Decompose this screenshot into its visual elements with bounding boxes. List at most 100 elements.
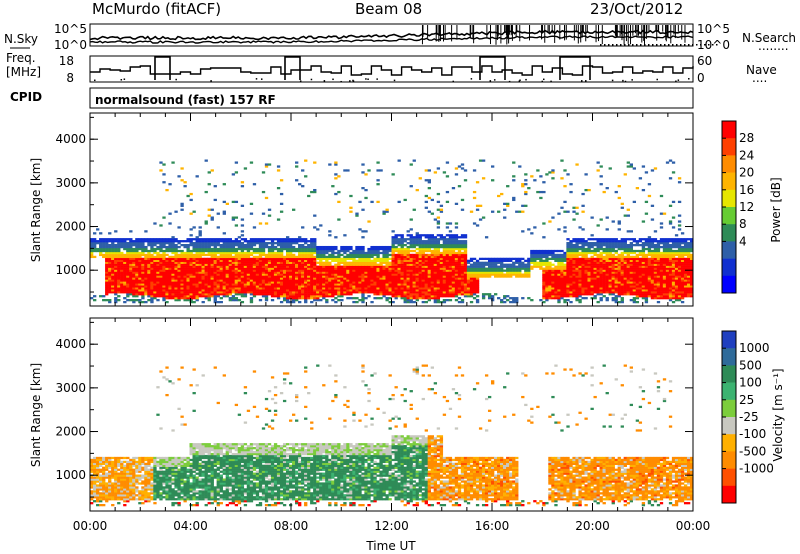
heat-cell xyxy=(252,275,257,278)
heat-cell xyxy=(436,247,441,251)
heat-cell xyxy=(400,277,404,280)
heat-cell xyxy=(180,255,184,259)
heat-cell xyxy=(352,279,356,282)
heat-cell xyxy=(132,300,136,304)
heat-cell xyxy=(162,285,166,288)
heat-cell xyxy=(605,279,609,282)
heat-cell xyxy=(310,261,314,264)
heat-cell xyxy=(367,169,371,172)
heat-cell xyxy=(213,281,217,284)
heat-cell xyxy=(192,271,196,274)
heat-cell xyxy=(509,263,513,266)
heat-cell xyxy=(355,277,359,280)
heat-cell xyxy=(222,259,226,262)
heat-cell xyxy=(400,271,404,274)
heat-cell xyxy=(219,291,223,294)
heat-cell xyxy=(219,273,223,276)
heat-cell xyxy=(310,267,314,270)
heat-cell xyxy=(186,257,190,261)
heat-cell xyxy=(298,289,302,292)
heat-cell xyxy=(400,289,404,292)
heat-cell xyxy=(249,283,254,286)
heat-cell xyxy=(189,281,193,284)
heat-cell xyxy=(219,283,223,286)
heat-cell xyxy=(400,247,404,251)
heat-cell xyxy=(457,277,462,280)
heat-cell xyxy=(445,161,450,164)
heat-cell xyxy=(406,295,410,298)
heat-cell xyxy=(376,269,380,272)
heat-cell xyxy=(153,283,157,286)
heat-cell xyxy=(406,281,410,284)
heat-cell xyxy=(355,291,359,294)
heat-cell xyxy=(409,245,413,249)
heat-cell xyxy=(421,259,425,262)
heat-cell xyxy=(340,257,344,261)
heat-cell xyxy=(135,255,139,259)
heat-cell xyxy=(123,269,127,272)
heat-cell xyxy=(325,267,329,270)
heat-cell xyxy=(192,291,196,294)
heat-cell xyxy=(216,295,220,298)
heat-cell xyxy=(258,293,263,296)
heat-cell xyxy=(258,285,263,288)
heat-cell xyxy=(216,259,220,262)
heat-cell xyxy=(313,247,317,251)
heat-cell xyxy=(132,240,136,243)
heat-cell xyxy=(451,283,456,286)
noise-left-label: N.Sky xyxy=(4,32,38,46)
heat-cell xyxy=(376,249,380,253)
heat-cell xyxy=(397,271,401,274)
heat-cell xyxy=(460,244,465,247)
heat-cell xyxy=(298,261,302,264)
heat-cell xyxy=(310,263,314,266)
heat-cell xyxy=(301,291,305,294)
heat-cell xyxy=(168,293,172,296)
heat-cell xyxy=(165,275,169,278)
heat-cell xyxy=(231,271,236,274)
heat-cell xyxy=(409,249,413,253)
heat-cell xyxy=(530,251,534,255)
heat-cell xyxy=(249,242,254,245)
heat-cell xyxy=(279,293,284,296)
heat-cell xyxy=(340,275,344,278)
heat-cell xyxy=(596,255,600,259)
heat-cell xyxy=(207,208,211,211)
heat-cell xyxy=(439,265,444,268)
heat-cell xyxy=(255,238,260,241)
heat-cell xyxy=(400,255,404,259)
heat-cell xyxy=(183,240,187,243)
heat-cell xyxy=(542,263,546,266)
heat-cell xyxy=(475,224,480,227)
heat-cell xyxy=(539,299,543,302)
nave-dot xyxy=(260,78,263,80)
heat-cell xyxy=(430,261,434,264)
heat-cell xyxy=(222,257,226,261)
heat-cell xyxy=(463,249,468,253)
heat-cell xyxy=(442,299,447,302)
heat-cell xyxy=(234,269,239,272)
heat-cell xyxy=(415,281,419,284)
heat-cell xyxy=(165,238,169,241)
heat-cell xyxy=(285,271,290,274)
heat-cell xyxy=(279,261,284,264)
heat-cell xyxy=(219,257,223,261)
heat-cell xyxy=(566,251,570,255)
heat-cell xyxy=(593,238,597,241)
heat-cell xyxy=(255,261,260,264)
heat-cell xyxy=(566,293,570,296)
heat-cell xyxy=(195,273,199,276)
heat-cell xyxy=(560,295,564,298)
heat-cell xyxy=(358,289,362,292)
heat-cell xyxy=(273,259,278,262)
heat-cell xyxy=(177,271,181,274)
heat-cell xyxy=(605,273,609,276)
heat-cell xyxy=(204,287,208,290)
heat-cell xyxy=(581,257,585,261)
heat-cell xyxy=(487,265,492,268)
heat-cell xyxy=(102,238,106,241)
heat-cell xyxy=(346,279,350,282)
heat-cell xyxy=(198,283,202,286)
heat-cell xyxy=(445,240,450,243)
noise-search-line xyxy=(89,35,694,44)
